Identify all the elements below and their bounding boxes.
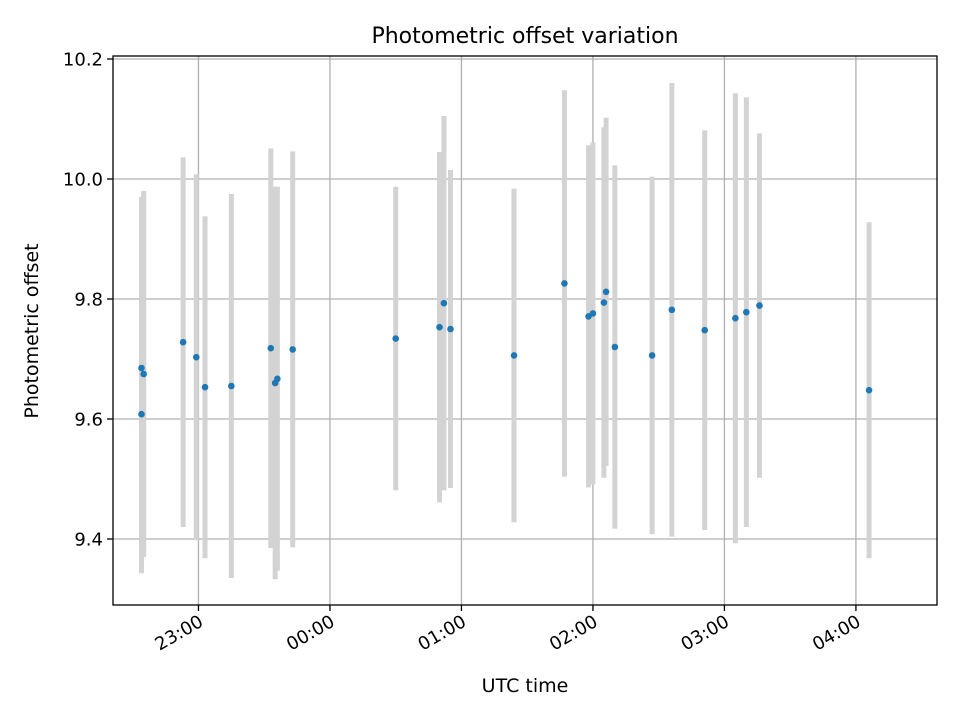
y-tick-label: 10.2 bbox=[63, 50, 103, 71]
data-point bbox=[602, 288, 610, 296]
x-tick-label: 00:00 bbox=[283, 611, 338, 655]
grid-lines bbox=[113, 56, 937, 605]
data-point bbox=[561, 280, 568, 287]
data-point bbox=[447, 325, 454, 333]
data-point bbox=[228, 382, 235, 390]
plot-frame bbox=[112, 55, 938, 606]
data-point bbox=[289, 346, 297, 353]
data-point bbox=[648, 352, 656, 359]
x-tick-label: 23:00 bbox=[152, 611, 207, 655]
data-points bbox=[138, 280, 873, 418]
data-point bbox=[611, 343, 619, 351]
chart-title: Photometric offset variation bbox=[371, 24, 678, 49]
data-point bbox=[440, 299, 448, 307]
data-point bbox=[510, 352, 518, 359]
x-tick-label: 02:00 bbox=[546, 611, 601, 655]
data-point bbox=[179, 338, 187, 346]
y-tick-label: 10.0 bbox=[63, 170, 103, 191]
data-point bbox=[138, 364, 145, 372]
x-axis-label: UTC time bbox=[482, 675, 569, 697]
data-point bbox=[392, 335, 400, 342]
data-point bbox=[865, 386, 873, 394]
data-point bbox=[589, 310, 597, 317]
y-tick-label: 9.8 bbox=[74, 290, 103, 311]
data-point bbox=[668, 306, 676, 314]
data-point bbox=[756, 302, 763, 309]
data-point bbox=[138, 410, 145, 418]
data-point bbox=[267, 344, 275, 352]
data-point bbox=[743, 308, 750, 316]
data-point bbox=[436, 323, 443, 331]
data-point bbox=[140, 370, 147, 378]
data-point bbox=[192, 353, 200, 361]
x-tick-label: 01:00 bbox=[415, 611, 470, 655]
x-tick-label: 03:00 bbox=[678, 611, 733, 655]
data-point bbox=[274, 375, 281, 383]
x-tick-label: 04:00 bbox=[809, 611, 864, 655]
y-tick-label: 9.6 bbox=[74, 410, 103, 431]
data-point bbox=[600, 299, 608, 306]
y-axis-label: Photometric offset bbox=[21, 243, 43, 418]
data-point bbox=[732, 314, 739, 322]
data-point bbox=[201, 383, 209, 391]
data-point bbox=[701, 326, 709, 334]
y-tick-label: 9.4 bbox=[74, 530, 103, 551]
plot-background bbox=[113, 56, 937, 605]
